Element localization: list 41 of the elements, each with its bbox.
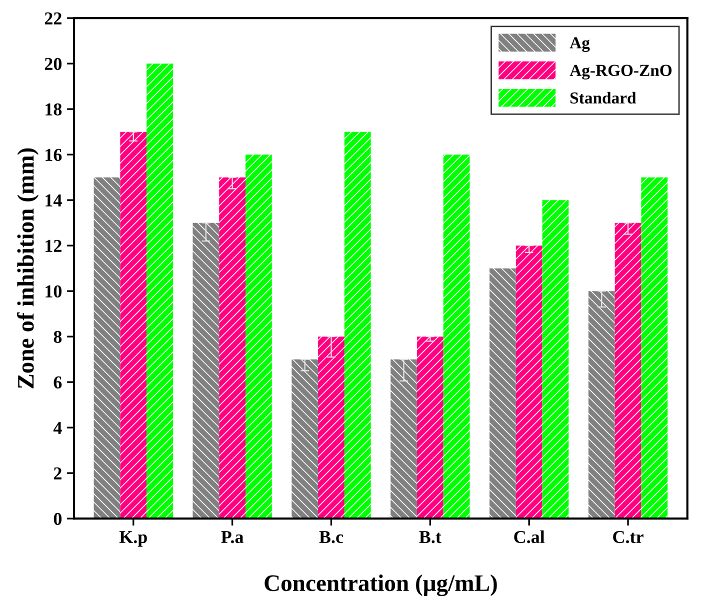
bar (516, 246, 542, 519)
bar (490, 268, 516, 519)
x-tick-label: P.a (221, 531, 244, 544)
bar (120, 132, 147, 519)
bar (641, 177, 668, 519)
bar (443, 154, 470, 519)
bar (292, 359, 318, 519)
legend-label: Standard (570, 92, 636, 104)
bar (344, 132, 371, 519)
x-tick-label: C.tr (613, 530, 644, 544)
bar (588, 291, 615, 519)
y-tick-label: 12 (46, 240, 62, 252)
bar (390, 359, 417, 519)
bar (614, 222, 642, 519)
bar (318, 336, 344, 519)
y-tick-label: 6 (54, 376, 62, 389)
bar (416, 336, 444, 519)
y-tick-label: 0 (54, 512, 62, 526)
y-axis-title: Zone of inhibition (mm) (16, 148, 39, 388)
bar (146, 64, 173, 519)
x-tick-label: C.al (514, 530, 545, 544)
y-tick-label: 16 (46, 148, 62, 162)
legend-label: Ag-RGO-ZnO (570, 64, 672, 80)
y-tick-label: 2 (54, 467, 62, 480)
x-tick-label: B.c (319, 531, 344, 544)
x-axis-title: Concentration (μg/mL) (264, 574, 497, 596)
y-tick-label: 8 (54, 330, 62, 344)
bar (542, 200, 569, 519)
y-tick-label: 4 (53, 422, 62, 434)
y-tick-label: 20 (44, 58, 62, 70)
y-tick-label: 18 (46, 103, 62, 116)
y-tick-label: 22 (44, 12, 62, 24)
y-tick-label: 14 (46, 194, 62, 206)
y-tick-label: 10 (46, 285, 62, 298)
bar (192, 222, 220, 519)
x-tick-label: K.p (119, 531, 147, 547)
bar (94, 177, 120, 519)
x-tick-label: B.t (419, 531, 442, 544)
legend-label: Ag (570, 37, 590, 52)
bar (246, 154, 272, 519)
bar (219, 177, 246, 519)
